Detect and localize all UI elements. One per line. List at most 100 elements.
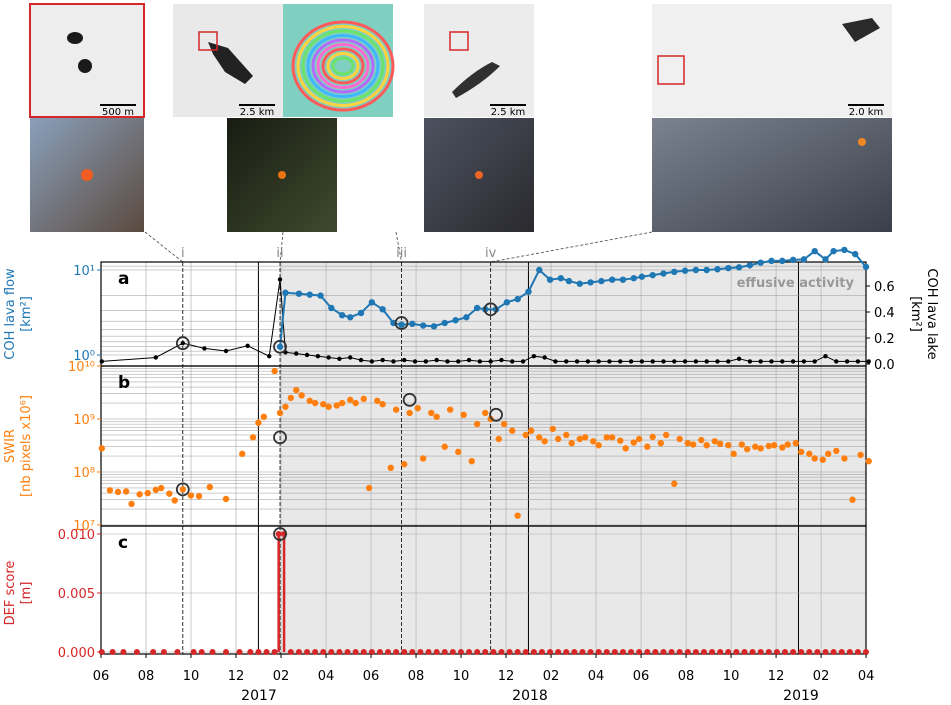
lava-flow-point <box>557 275 565 282</box>
connector-i <box>144 231 184 263</box>
swir-point <box>482 409 489 417</box>
lava-flow-point <box>681 267 689 274</box>
def-point <box>198 649 205 655</box>
def-point <box>514 649 521 655</box>
swir-point <box>857 451 864 459</box>
swir-point <box>563 431 570 439</box>
swir-point <box>320 401 327 408</box>
swir-point <box>824 450 832 458</box>
tick-label-x: 08 <box>138 669 155 684</box>
connector-iv <box>490 231 653 263</box>
lava-lake-point <box>758 359 763 364</box>
def-point <box>822 649 829 655</box>
panel-letter: b <box>118 373 130 393</box>
tick-label-a-right: 0.4 <box>874 306 895 321</box>
lava-lake-point <box>434 357 439 363</box>
lava-flow-point <box>638 273 646 280</box>
lava-lake-point <box>639 359 645 364</box>
interferogram-fringe <box>291 20 395 112</box>
lava-lake-point <box>153 355 159 360</box>
lava-flow-point <box>409 320 416 328</box>
def-point <box>854 649 861 655</box>
swir-point <box>784 441 791 448</box>
def-point <box>692 649 699 655</box>
swir-point <box>293 386 300 394</box>
def-point <box>441 649 448 655</box>
lava-lake-point <box>790 359 796 364</box>
def-point <box>223 649 230 655</box>
ylabel-b-line: SWIR <box>3 429 18 463</box>
swir-point <box>114 488 122 496</box>
lava-flow-point <box>565 277 573 285</box>
def-point <box>733 649 740 655</box>
def-point <box>798 649 805 655</box>
lava-lake-point <box>391 359 396 364</box>
lava-flow-point <box>546 276 554 283</box>
effusive-shading <box>280 262 866 654</box>
lava-lake-point <box>542 355 547 360</box>
lava-flow-point <box>430 323 438 330</box>
event-label: iii <box>396 246 407 261</box>
swir-point <box>811 455 818 462</box>
tick-label-x: 08 <box>678 669 695 684</box>
def-point <box>190 649 197 655</box>
lava-lake-point <box>202 346 207 351</box>
interferogram-fringe <box>321 47 365 85</box>
swir-point <box>106 487 114 494</box>
tick-label-x: 12 <box>498 669 515 684</box>
swir-point <box>765 442 772 450</box>
tick-label-a-right: 0.0 <box>874 358 895 373</box>
lava-flow-point <box>692 266 700 274</box>
lava-lake-point <box>553 359 558 364</box>
swir-point <box>730 450 737 458</box>
def-point <box>538 649 545 655</box>
lava-lake-point <box>769 359 774 364</box>
lava-lake-point <box>294 351 299 356</box>
lava-lake-point <box>348 355 353 360</box>
def-point <box>320 649 327 655</box>
swir-point <box>635 435 643 443</box>
swir-point <box>387 464 394 472</box>
swir-point <box>549 425 556 433</box>
def-point <box>725 649 732 655</box>
tick-label-x: 02 <box>273 669 290 684</box>
zoom-frame <box>29 3 145 118</box>
highlight-circle <box>483 302 498 317</box>
swir-point <box>460 411 467 419</box>
swir-point <box>630 439 637 446</box>
tick-label-b: 10⁸ <box>73 466 95 481</box>
lava-lake-point <box>682 359 688 364</box>
lava-flow-point <box>379 306 386 313</box>
swir-point <box>352 399 359 407</box>
swir-point <box>608 434 616 441</box>
def-point <box>684 649 691 655</box>
lava-flow-point <box>357 309 365 317</box>
def-point <box>790 649 797 655</box>
def-point <box>368 649 375 655</box>
swir-point <box>255 419 262 426</box>
swir-point <box>806 450 813 458</box>
lava-flow-point <box>671 268 678 276</box>
lava-flow-point <box>703 266 710 274</box>
effusive-label: effusive activity <box>737 276 855 291</box>
lava-flow-point <box>452 317 459 324</box>
lava-lake-point <box>596 359 601 364</box>
interferogram-fringe <box>296 25 390 107</box>
swir-point <box>206 483 214 491</box>
lava-lake-point <box>855 359 861 364</box>
interferogram-fringe <box>301 29 385 103</box>
lava-lake-point <box>456 359 461 364</box>
lava-lake-point <box>812 359 817 364</box>
swir-point <box>311 399 319 407</box>
highlight-circle <box>273 430 287 445</box>
lava-flow-point <box>800 256 808 263</box>
def-point <box>275 531 282 537</box>
swir-point <box>662 431 670 439</box>
swir-point <box>703 442 710 449</box>
def-point <box>263 649 270 655</box>
tick-label-b: 10¹⁰ <box>68 360 95 375</box>
lava-lake-point <box>245 343 250 348</box>
lava-flow-point <box>649 271 656 279</box>
swir-point <box>509 427 516 434</box>
swir-point <box>644 443 651 450</box>
